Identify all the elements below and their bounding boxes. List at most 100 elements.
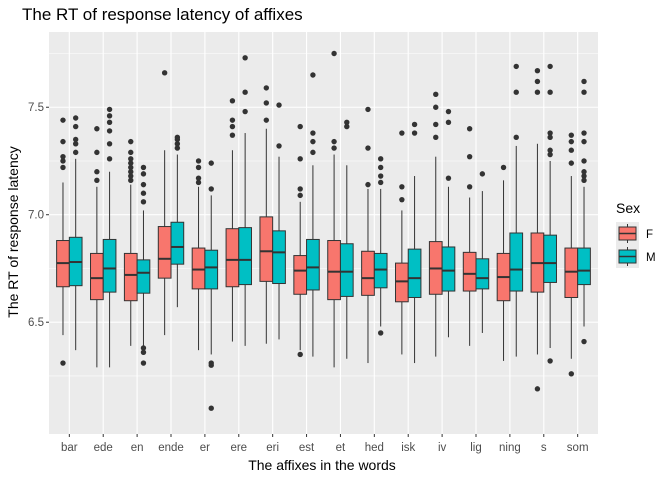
x-tick-label-ere: ere [230,442,247,454]
outlier-point [411,121,418,128]
outlier-point [106,106,113,113]
outlier-point [297,351,303,358]
x-tick-label-s: s [541,442,547,454]
box-F-eri [259,85,274,344]
x-tick-label-lig: lig [470,442,482,454]
box-M-iv [441,108,456,338]
outlier-point [140,349,147,356]
outlier-point [568,132,575,138]
outlier-point [581,338,587,345]
category-group-lig [462,126,490,346]
x-tick-label-ning: ning [499,442,521,454]
box-M-ere [238,55,252,346]
outlier-point [229,132,236,138]
outlier-point [106,113,113,119]
outlier-point [128,173,134,179]
box-M-et [339,119,354,359]
box-body [306,238,320,291]
category-group-er [191,158,219,411]
outlier-point [72,149,79,156]
box-F-ning [496,164,511,361]
outlier-point [581,169,587,175]
outlier-point [60,164,66,171]
outlier-point [433,121,439,128]
box-M-er [204,160,219,411]
legend-item-F: F [616,222,653,245]
legend: Sex FM [616,200,656,268]
box-body [191,247,206,290]
x-tick-label-eri: eri [266,442,279,454]
category-group-et [327,50,354,368]
box-M-bar [68,115,83,351]
outlier-point [581,89,587,95]
outlier-point [72,141,79,147]
outlier-point [60,158,66,164]
outlier-point [331,145,337,151]
outlier-point [365,181,371,188]
outlier-point [174,141,181,147]
box-F-et [327,50,341,368]
outlier-point [568,371,575,377]
outlier-point [72,136,79,143]
outlier-point [377,156,384,162]
outlier-point [344,123,350,130]
category-group-est [293,72,320,358]
outlier-point [208,186,214,192]
x-tick-label-som: som [567,442,589,454]
outlier-point [310,138,316,145]
outlier-point [466,184,473,190]
outlier-point [344,119,350,125]
category-group-en [123,138,151,366]
outlier-point [513,89,519,95]
outlier-point [547,358,553,364]
outlier-point [377,164,384,171]
outlier-point [365,106,371,113]
outlier-point [128,160,134,166]
box-body [136,259,151,294]
outlier-point [242,108,248,115]
x-tick-label-hed: hed [365,442,384,454]
outlier-point [263,117,270,123]
box-body [475,258,490,290]
outlier-point [140,171,147,177]
category-group-ede [90,106,117,368]
box-body [123,252,138,302]
outlier-point [140,190,147,196]
outlier-point [297,186,303,192]
outlier-point [581,158,587,164]
legend-label-F: F [646,229,653,241]
x-tick-label-est: est [299,442,315,454]
category-group-hed [361,106,388,364]
outlier-point [263,85,270,91]
x-tick-label-en: en [131,442,144,454]
outlier-point [310,130,316,136]
box-M-ede [102,106,117,368]
outlier-point [310,149,316,156]
outlier-point [547,63,553,70]
box-M-som [577,78,591,345]
outlier-point [106,128,113,134]
outlier-point [581,138,587,145]
x-tick-label-bar: bar [61,442,78,454]
chart-title: The RT of response latency of affixes [22,5,303,24]
outlier-point [297,156,303,162]
outlier-point [377,179,384,186]
box-body [238,227,252,286]
box-F-est [293,123,308,358]
box-M-ning [509,63,524,357]
outlier-point [547,151,553,158]
box-body [272,230,286,285]
outlier-point [547,147,553,153]
x-tick-label-iv: iv [438,442,447,454]
box-M-lig [475,171,490,333]
outlier-point [208,405,214,411]
outlier-point [106,156,113,162]
box-body [543,234,557,283]
box-body [157,226,172,279]
box-body [327,240,341,301]
outlier-point [365,145,371,151]
outlier-point [433,134,439,141]
y-axis-ticks: 6.5 7.0 7.5 [28,102,49,329]
outlier-point [568,138,575,145]
outlier-point [195,164,202,171]
